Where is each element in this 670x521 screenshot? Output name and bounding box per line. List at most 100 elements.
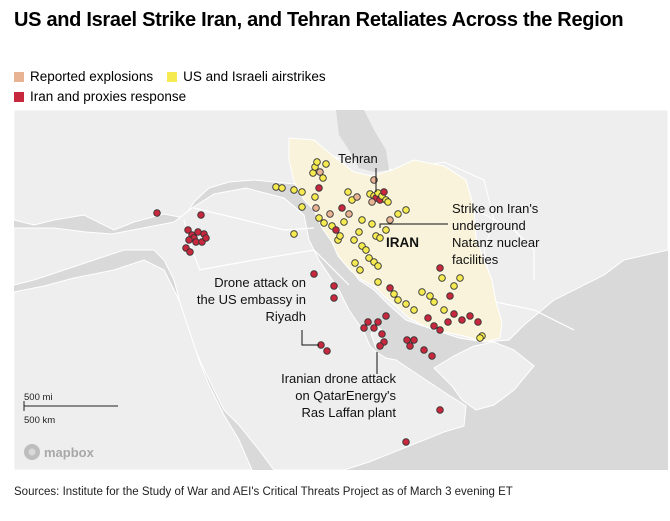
airstrike-dot xyxy=(340,218,348,226)
airstrike-dot xyxy=(290,230,298,238)
label-riyadh-line-3: Riyadh xyxy=(266,309,306,324)
airstrike-dot xyxy=(394,296,402,304)
legend-label-explosions: Reported explosions xyxy=(30,69,154,84)
airstrike-dot xyxy=(450,282,458,290)
land-oman xyxy=(433,341,535,411)
airstrike-dot xyxy=(351,259,359,267)
mapbox-logo[interactable]: mapbox xyxy=(24,444,95,460)
iran-response-dot xyxy=(360,324,368,332)
airstrike-dot xyxy=(311,193,319,201)
airstrike-dot xyxy=(430,298,438,306)
event-dots xyxy=(153,158,486,446)
iran-response-dot xyxy=(364,318,372,326)
iran-response-dot xyxy=(185,236,193,244)
explosion-dot xyxy=(368,198,376,206)
airstrike-dot xyxy=(278,184,286,192)
label-tehran: Tehran xyxy=(338,151,378,166)
iran-response-dot xyxy=(315,184,323,192)
iran-response-dot xyxy=(202,234,210,242)
border-saudi xyxy=(198,249,350,286)
iran-response-dot xyxy=(466,312,474,320)
airstrike-dot xyxy=(374,262,382,270)
label-riyadh-line-2: the US embassy in xyxy=(197,292,306,307)
airstrike-dot xyxy=(418,288,426,296)
airstrike-dot xyxy=(298,203,306,211)
airstrike-dot xyxy=(362,246,370,254)
iran-response-dot xyxy=(474,318,482,326)
legend-swatch-explosions xyxy=(14,72,24,82)
iran-response-dot xyxy=(310,270,318,278)
iran-response-dot xyxy=(323,347,331,355)
label-riyadh: Drone attack on the US embassy in Riyadh xyxy=(197,275,306,324)
label-natanz-line-1: Strike on Iran's xyxy=(452,201,539,216)
leader-line xyxy=(301,330,319,346)
iran-response-dot xyxy=(186,248,194,256)
iran-response-dot xyxy=(458,316,466,324)
airstrike-dot xyxy=(320,219,328,227)
iran-region xyxy=(288,137,503,343)
map-canvas[interactable]: Tehran IRAN Strike on Iran's underground… xyxy=(13,109,669,471)
scale-label-km: 500 km xyxy=(24,415,55,426)
airstrike-dot xyxy=(358,216,366,224)
iran-response-dot xyxy=(410,336,418,344)
iran-response-dot xyxy=(450,310,458,318)
airstrike-dot xyxy=(322,160,330,168)
land-europe-anatolia xyxy=(13,109,669,343)
iran-response-dot xyxy=(430,322,438,330)
annotation-leaders xyxy=(301,168,448,374)
iran-response-dot xyxy=(382,312,390,320)
airstrike-dot xyxy=(394,210,402,218)
airstrike-dot xyxy=(336,232,344,240)
iran-response-dot xyxy=(370,324,378,332)
iran-response-dot xyxy=(386,284,394,292)
iran-response-dot xyxy=(402,438,410,446)
label-natanz: Strike on Iran's underground Natanz nucl… xyxy=(452,201,540,267)
airstrike-dot xyxy=(440,306,448,314)
iran-response-dot xyxy=(332,226,340,234)
label-natanz-line-4: facilities xyxy=(452,252,499,267)
explosion-dot xyxy=(386,216,394,224)
legend-swatch-airstrikes xyxy=(167,72,178,82)
legend-label-airstrikes: US and Israeli airstrikes xyxy=(183,69,326,84)
iran-response-dot xyxy=(184,226,192,234)
airstrike-dot xyxy=(384,198,392,206)
iran-response-dot xyxy=(436,264,444,272)
border-afghan xyxy=(475,209,535,280)
iran-response-dot xyxy=(424,314,432,322)
iran-response-dot xyxy=(403,336,411,344)
border-iraq xyxy=(193,207,315,231)
explosion-dot xyxy=(326,210,334,218)
iran-response-dot xyxy=(330,294,338,302)
airstrike-dot xyxy=(374,278,382,286)
iran-response-dot xyxy=(330,282,338,290)
airstrike-dot xyxy=(355,228,363,236)
iran-response-dot xyxy=(428,352,436,360)
map[interactable]: Tehran IRAN Strike on Iran's underground… xyxy=(13,109,669,471)
label-qatar-line-2: on QatarEnergy's xyxy=(295,388,396,403)
explosion-dot xyxy=(316,168,324,176)
airstrike-dot xyxy=(319,174,327,182)
iran-response-dot xyxy=(444,318,452,326)
legend-item-airstrikes: US and Israeli airstrikes xyxy=(167,67,326,87)
airstrike-dot xyxy=(456,274,464,282)
label-iran: IRAN xyxy=(386,235,419,250)
airstrike-dot xyxy=(290,186,298,194)
airstrike-dot xyxy=(298,188,306,196)
border-pakistan xyxy=(495,301,575,331)
legend-item-iran-response: Iran and proxies response xyxy=(14,87,186,107)
legend-swatch-iran-response xyxy=(14,92,24,102)
leader-line xyxy=(379,223,448,228)
iran-response-dot xyxy=(374,318,382,326)
map-legend: Reported explosions US and Israeli airst… xyxy=(14,67,534,107)
explosion-dot xyxy=(312,204,320,212)
iran-response-dot xyxy=(338,204,346,212)
explosion-dot xyxy=(353,193,361,201)
iran-response-dot xyxy=(436,406,444,414)
iran-response-dot xyxy=(378,330,386,338)
scale-label-miles: 500 mi xyxy=(24,392,53,403)
iran-response-dot xyxy=(197,211,205,219)
label-qatar: Iranian drone attack on QatarEnergy's Ra… xyxy=(281,371,396,420)
scale-bar: 500 mi 500 km xyxy=(23,392,118,426)
label-riyadh-line-1: Drone attack on xyxy=(214,275,306,290)
legend-label-iran-response: Iran and proxies response xyxy=(30,89,187,104)
